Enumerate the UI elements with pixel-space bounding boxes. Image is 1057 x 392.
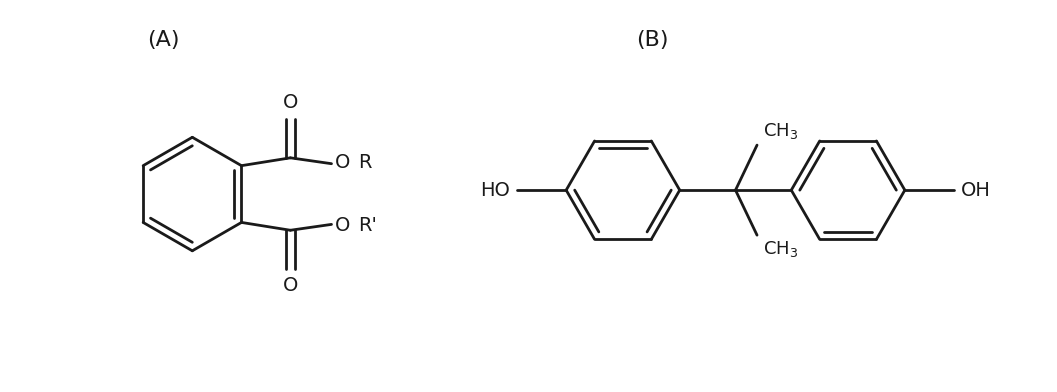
Text: R': R' — [358, 216, 376, 235]
Text: O: O — [282, 93, 298, 112]
Text: O: O — [334, 216, 350, 235]
Text: O: O — [334, 153, 350, 172]
Text: R: R — [358, 153, 371, 172]
Text: HO: HO — [481, 181, 511, 200]
Text: (A): (A) — [147, 31, 180, 51]
Text: CH$_3$: CH$_3$ — [763, 239, 798, 259]
Text: OH: OH — [961, 181, 990, 200]
Text: (B): (B) — [636, 31, 669, 51]
Text: CH$_3$: CH$_3$ — [763, 121, 798, 141]
Text: O: O — [282, 276, 298, 295]
